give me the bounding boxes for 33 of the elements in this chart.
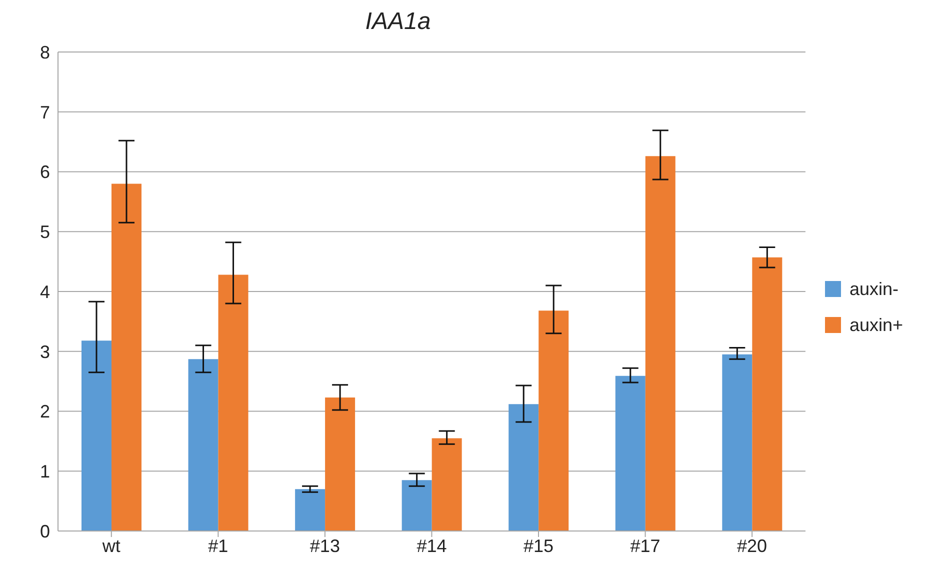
x-tick-label: #15 bbox=[523, 536, 554, 556]
bar bbox=[722, 354, 752, 531]
y-tick-label: 1 bbox=[40, 462, 50, 482]
y-tick-label: 8 bbox=[40, 42, 50, 62]
x-tick-label: wt bbox=[101, 536, 120, 556]
y-tick-label: 2 bbox=[40, 402, 50, 422]
bar bbox=[752, 257, 782, 531]
bar bbox=[615, 376, 646, 531]
bar bbox=[432, 438, 462, 531]
bar bbox=[538, 310, 569, 531]
bar bbox=[325, 397, 356, 531]
x-tick-label: #20 bbox=[737, 536, 768, 556]
y-tick-label: 5 bbox=[40, 222, 50, 242]
x-tick-label: #1 bbox=[208, 536, 228, 556]
y-tick-label: 4 bbox=[40, 282, 50, 302]
bar bbox=[81, 340, 112, 531]
bar bbox=[508, 404, 539, 531]
bar bbox=[402, 480, 432, 531]
bar bbox=[188, 359, 218, 531]
x-tick-label: #13 bbox=[310, 536, 340, 556]
y-tick-label: 7 bbox=[40, 102, 50, 122]
bar bbox=[295, 489, 326, 531]
x-tick-label: #14 bbox=[416, 536, 447, 556]
legend-label: auxin+ bbox=[849, 314, 903, 336]
bar bbox=[645, 156, 676, 531]
chart-title: IAA1a bbox=[364, 8, 432, 37]
y-tick-label: 6 bbox=[40, 162, 50, 182]
x-tick-label: #17 bbox=[630, 536, 660, 556]
y-tick-label: 3 bbox=[40, 342, 50, 362]
bar bbox=[111, 184, 142, 531]
legend-label: auxin- bbox=[849, 278, 898, 300]
y-tick-label: 0 bbox=[40, 521, 50, 542]
bar bbox=[218, 274, 248, 531]
